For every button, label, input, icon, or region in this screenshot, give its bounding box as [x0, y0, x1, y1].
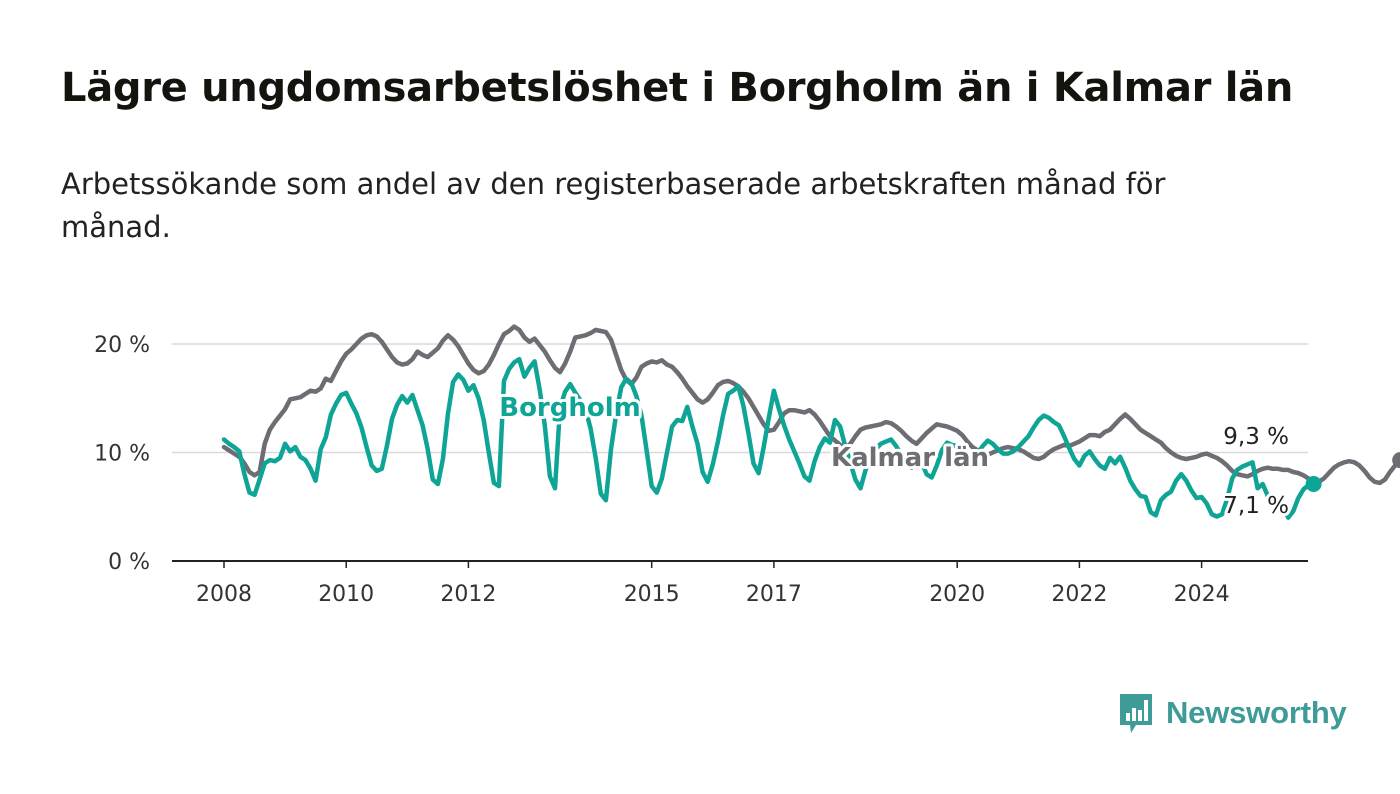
end-value-label: 7,1 % — [1223, 493, 1289, 519]
page-subtitle: Arbetssökande som andel av den registerb… — [61, 167, 1166, 244]
brand-name: Newsworthy — [1166, 695, 1347, 730]
y-tick-label: 0 % — [108, 550, 150, 575]
series-line-kalmar-l-n — [221, 324, 1400, 486]
x-tick-label: 2017 — [746, 582, 802, 607]
newsworthy-logo: Newsworthy — [1118, 690, 1347, 736]
series-label-kalmar-lan: Kalmar län — [831, 443, 989, 473]
page-title: Lägre ungdomsarbetslöshet i Borgholm än … — [61, 65, 1294, 111]
series-line-borgholm — [221, 356, 1316, 520]
end-value-label: 9,3 % — [1223, 424, 1289, 450]
x-tick-label: 2010 — [318, 582, 374, 607]
x-tick-label: 2012 — [440, 582, 496, 607]
x-tick-label: 2022 — [1051, 582, 1107, 607]
x-tick-label: 2008 — [196, 582, 252, 607]
x-tick-label: 2024 — [1174, 582, 1230, 607]
series-label-borgholm: Borgholm — [499, 393, 641, 423]
y-tick-label: 20 % — [94, 333, 150, 358]
y-tick-label: 10 % — [94, 442, 150, 467]
end-point-dot — [1392, 452, 1400, 469]
bar-chart-speech-bubble-icon — [1120, 694, 1152, 733]
x-tick-label: 2015 — [624, 582, 680, 607]
x-tick-label: 2020 — [929, 582, 985, 607]
end-point-dot — [1305, 475, 1322, 492]
